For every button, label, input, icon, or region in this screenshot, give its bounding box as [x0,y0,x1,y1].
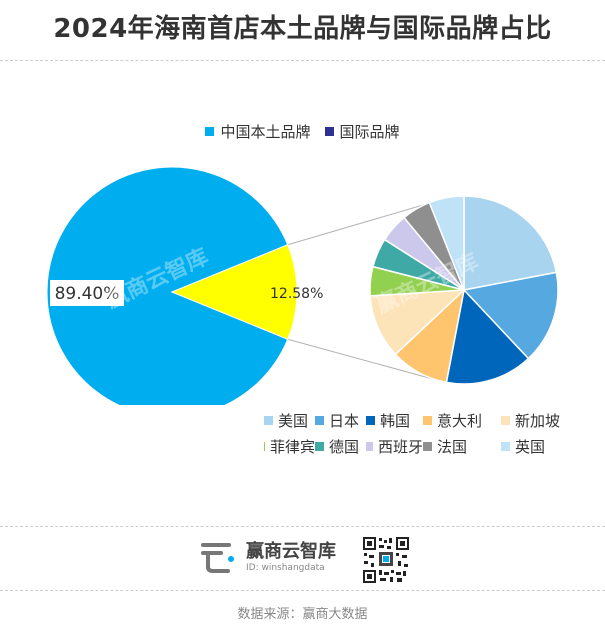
legend-label: 新加坡 [515,411,561,430]
country-legend-item: 新加坡 [501,410,581,430]
country-legend-item: 日本 [315,410,366,430]
legend-swatch [264,441,265,451]
label-local-bg [50,280,124,306]
legend-label: 国际品牌 [339,123,400,141]
legend-label: 中国本土品牌 [220,123,311,141]
legend-swatch [315,441,324,451]
data-source: 数据来源：赢商大数据 [237,607,368,622]
legend-swatch [366,441,373,451]
country-slice-2 [445,288,530,385]
legend-swatch [315,415,324,425]
legend-label: 法国 [437,437,468,456]
main-legend: 中国本土品牌 国际品牌 [0,121,605,142]
country-legend-item: 韩国 [366,410,423,430]
chart-title: 2024年海南首店本土品牌与国际品牌占比 [53,14,552,44]
footer-divider-bottom [0,590,605,591]
slice-local-brands [46,166,289,405]
legend-label: 日本 [329,411,360,430]
country-legend-item: 法国 [423,436,501,456]
slice-international-brands [170,244,298,340]
connector-line-bottom [287,338,441,382]
legend-swatch [423,415,432,425]
brand-logo-icon [201,543,234,573]
country-legend-item: 意大利 [423,410,501,430]
legend-label: 菲律宾 [269,437,315,456]
brand-block: 赢商云智库 ID: winshangdata [198,535,418,580]
legend-label: 英国 [515,437,546,456]
legend-item: 国际品牌 [324,121,400,142]
legend-swatch [501,415,510,425]
qr-code-icon [362,536,410,584]
legend-item: 中国本土品牌 [205,121,311,142]
legend-swatch [205,127,215,136]
legend-swatch [324,127,334,136]
country-slice-9 [428,195,465,291]
label-local-brands: 89.40% [55,284,120,304]
country-slice-0 [463,195,558,291]
country-legend-item: 西班牙 [366,436,423,456]
legend-label: 德国 [329,437,360,456]
legend-swatch [366,415,375,425]
country-slice-1 [462,271,559,360]
country-legend-item: 英国 [501,436,581,456]
country-legend-item: 美国 [264,410,315,430]
country-legend: 美国 日本 韩国 意大利 新加坡菲律宾 德国 西班牙 法国 英国 [264,410,605,456]
legend-label: 意大利 [437,411,483,430]
title-divider [0,60,605,61]
country-legend-item: 德国 [315,436,366,456]
country-legend-item: 菲律宾 [264,436,315,456]
footer-divider-top [0,526,605,527]
legend-label: 美国 [278,411,309,430]
connector-line-top [287,199,441,246]
label-international-brands: 12.58% [270,286,323,302]
legend-swatch [423,441,432,451]
pie-of-pie-chart: 89.40% 12.58%赢商云智库 赢商云智库 [46,166,559,405]
legend-label: 韩国 [380,411,411,430]
brand-id: ID: winshangdata [246,563,325,573]
legend-swatch [501,441,510,451]
legend-swatch [264,415,273,425]
brand-name: 赢商云智库 [246,541,336,562]
country-slice-4 [369,289,467,356]
legend-label: 西班牙 [377,437,423,456]
